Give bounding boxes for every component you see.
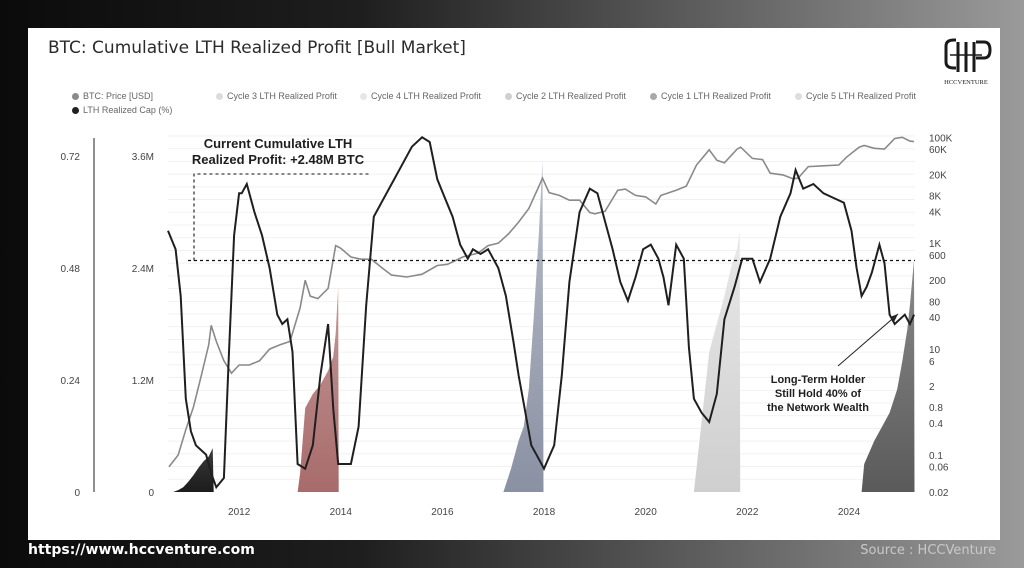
annotation-line: Still Hold 40% of	[774, 387, 862, 400]
chart-title: BTC: Cumulative LTH Realized Profit [Bul…	[48, 38, 466, 58]
svg-text:HCCVENTURE: HCCVENTURE	[944, 79, 988, 86]
axis-tick-pct: 0.24	[61, 376, 81, 387]
axis-tick-year: 2012	[228, 507, 251, 518]
legend-cycle5[interactable]: Cycle 5 LTH Realized Profit	[795, 91, 916, 101]
legend-cycle2[interactable]: Cycle 2 LTH Realized Profit	[505, 91, 626, 101]
axis-tick-price: 0.02	[929, 488, 949, 499]
axis-tick-pct: 0	[74, 488, 80, 499]
axis-tick-btc: 1.2M	[132, 376, 154, 387]
axis-tick-price: 0.06	[929, 463, 949, 474]
cycle-3-lth-realized-profitarea	[503, 160, 544, 492]
axis-tick-year: 2014	[330, 507, 353, 518]
annotation-line: Long-Term Holder	[770, 374, 866, 386]
legend-dot	[72, 93, 79, 100]
axis-tick-btc: 3.6M	[132, 152, 154, 163]
axis-tick-btc: 2.4M	[132, 264, 154, 275]
legend-cycle3[interactable]: Cycle 3 LTH Realized Profit	[216, 91, 337, 101]
axis-tick-price: 4K	[929, 207, 942, 218]
axis-tick-year: 2018	[533, 507, 556, 518]
axis-tick-price: 200	[929, 276, 946, 287]
legend-dot	[795, 93, 802, 100]
legend-btc-price[interactable]: BTC: Price [USD]	[72, 91, 153, 101]
lth-realized-cap-line	[167, 136, 915, 490]
annotation-arrowhead	[890, 314, 898, 322]
legend-dot	[360, 93, 367, 100]
axis-tick-price: 2	[929, 382, 935, 393]
annotation-arrow	[837, 313, 899, 367]
cycle-4-lth-realized-profitarea	[693, 230, 741, 492]
axis-tick-price: 1K	[929, 239, 942, 250]
legend-lth-realized-cap[interactable]: LTH Realized Cap (%)	[72, 105, 172, 115]
axis-tick-btc: 0	[148, 488, 154, 499]
legend-dot	[650, 93, 657, 100]
axis-tick-year: 2024	[838, 507, 861, 518]
axis-tick-price: 20K	[929, 170, 947, 181]
annotation-bracket	[193, 173, 370, 261]
footer-source: Source : HCCVenture	[860, 543, 996, 558]
axis-tick-price: 0.4	[929, 419, 943, 430]
axis-tick-year: 2022	[736, 507, 759, 518]
axis-tick-pct: 0.48	[61, 264, 81, 275]
axis-tick-price: 0.8	[929, 403, 943, 414]
btc-price-line	[168, 136, 915, 468]
axis-tick-price: 10	[929, 345, 941, 356]
annotation-line: Current Cumulative LTH	[203, 136, 353, 151]
axis-tick-price: 6	[929, 357, 935, 368]
axis-tick-price: 0.1	[929, 451, 943, 462]
annotation-line: the Network Wealth	[767, 401, 869, 414]
legend-cycle1[interactable]: Cycle 1 LTH Realized Profit	[650, 91, 771, 101]
annotation-line: Realized Profit: +2.48M BTC	[191, 152, 365, 168]
legend-cycle4[interactable]: Cycle 4 LTH Realized Profit	[360, 91, 481, 101]
chart-card: BTC: Cumulative LTH Realized Profit [Bul…	[28, 28, 1000, 540]
axis-tick-year: 2016	[431, 507, 454, 518]
cycle-1-lth-realized-profitarea	[173, 448, 214, 492]
axis-tick-price: 100K	[929, 133, 953, 144]
axis-tick-price: 60K	[929, 145, 947, 156]
legend-dot	[505, 93, 512, 100]
axis-tick-year: 2020	[635, 507, 658, 518]
chart-plot: 0 0.24 0.48 0.72 0 1.2M 2.4M 3.6M 0.02 0.060.1 0.4…	[61, 133, 953, 518]
hccventure-logo: HCCVENTURE	[944, 38, 992, 86]
axis-tick-price: 8K	[929, 191, 942, 202]
legend-dot	[216, 93, 223, 100]
legend-dot	[72, 107, 79, 114]
axis-tick-price: 80	[929, 297, 941, 308]
holder-annotation: Long-Term Holder Still Hold 40% of the N…	[753, 374, 883, 415]
current-profit-annotation: Current Cumulative LTH Realized Profit: …	[178, 136, 378, 169]
axis-tick-price: 40	[929, 313, 941, 324]
axis-tick-pct: 0.72	[61, 152, 81, 163]
axis-tick-price: 600	[929, 251, 946, 262]
footer-url[interactable]: https://www.hccventure.com	[28, 542, 255, 558]
cycle-5-lth-realized-profitarea	[861, 260, 915, 492]
